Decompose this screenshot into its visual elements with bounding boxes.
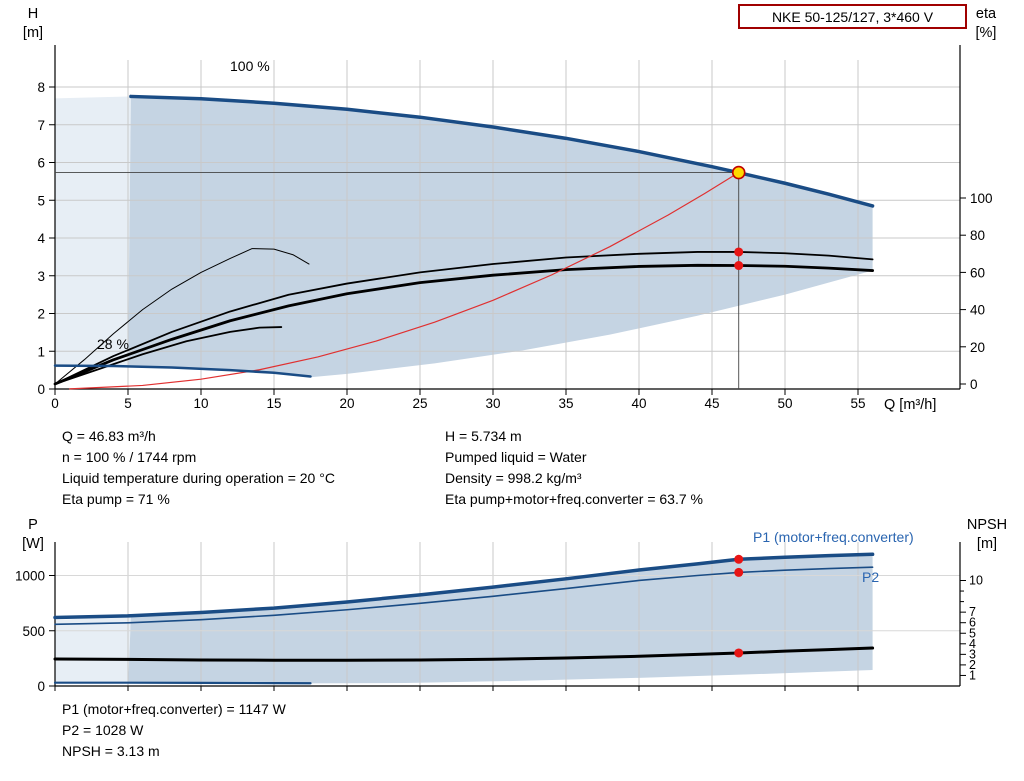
- liquid-temperature-value: Liquid temperature during operation = 20…: [62, 470, 335, 486]
- p-axis-name: P: [28, 517, 38, 533]
- p1-curve-label: P1 (motor+freq.converter): [753, 529, 914, 545]
- svg-text:10: 10: [193, 396, 208, 411]
- svg-text:30: 30: [485, 396, 500, 411]
- eta-pump-value: Eta pump = 71 %: [62, 491, 170, 507]
- h-axis-unit: [m]: [22, 25, 44, 41]
- p2-point[interactable]: [734, 567, 744, 577]
- svg-text:8: 8: [37, 80, 45, 95]
- operating-data-right: H = 5.734 m Pumped liquid = Water Densit…: [445, 426, 703, 510]
- svg-text:10: 10: [969, 574, 983, 588]
- eta-axis-label: eta [%]: [963, 5, 1009, 43]
- p-axis-label: P [W]: [15, 516, 51, 554]
- pump-model-title: NKE 50-125/127, 3*460 V: [738, 4, 967, 29]
- p2-value: P2 = 1028 W: [62, 722, 144, 738]
- speed-28-label: 28 %: [97, 336, 129, 352]
- svg-text:2: 2: [969, 658, 976, 672]
- svg-text:5: 5: [124, 396, 132, 411]
- svg-text:50: 50: [777, 396, 792, 411]
- svg-text:55: 55: [850, 396, 865, 411]
- head-value: H = 5.734 m: [445, 428, 522, 444]
- svg-text:0: 0: [970, 377, 978, 392]
- svg-text:3: 3: [969, 647, 976, 661]
- svg-text:20: 20: [339, 396, 354, 411]
- svg-text:0: 0: [37, 679, 45, 694]
- eta-axis-name: eta: [975, 6, 997, 22]
- npsh-value: NPSH = 3.13 m: [62, 743, 160, 759]
- svg-text:5: 5: [37, 193, 45, 208]
- svg-text:500: 500: [22, 624, 45, 639]
- svg-text:40: 40: [970, 303, 985, 318]
- operating-data-left: Q = 46.83 m³/h n = 100 % / 1744 rpm Liqu…: [62, 426, 335, 510]
- svg-text:4: 4: [37, 231, 45, 246]
- p-axis-unit: [W]: [22, 536, 44, 552]
- svg-text:0: 0: [51, 396, 59, 411]
- svg-text:7: 7: [969, 605, 976, 619]
- svg-text:1: 1: [37, 344, 45, 359]
- svg-text:15: 15: [266, 396, 281, 411]
- p2-curve-label: P2: [862, 569, 880, 585]
- svg-text:0: 0: [37, 382, 45, 397]
- svg-text:20: 20: [970, 340, 985, 355]
- svg-text:2: 2: [37, 307, 45, 322]
- svg-text:60: 60: [970, 265, 985, 280]
- svg-text:4: 4: [969, 637, 976, 651]
- svg-text:40: 40: [631, 396, 646, 411]
- eta-total-point[interactable]: [734, 261, 744, 271]
- power-npsh-data: P1 (motor+freq.converter) = 1147 W P2 = …: [62, 699, 286, 762]
- svg-text:7: 7: [37, 118, 45, 133]
- eta-total-value: Eta pump+motor+freq.converter = 63.7 %: [445, 491, 703, 507]
- eta-pump-point[interactable]: [734, 247, 744, 257]
- eta-axis-unit: [%]: [975, 25, 997, 41]
- npsh-point[interactable]: [734, 648, 744, 658]
- flow-value: Q = 46.83 m³/h: [62, 428, 156, 444]
- svg-text:45: 45: [704, 396, 719, 411]
- npsh-axis-label: NPSH [m]: [955, 516, 1019, 554]
- speed-value: n = 100 % / 1744 rpm: [62, 449, 197, 465]
- duty-point-marker[interactable]: [731, 165, 746, 180]
- pumped-liquid-value: Pumped liquid = Water: [445, 449, 587, 465]
- svg-text:25: 25: [412, 396, 427, 411]
- svg-text:35: 35: [558, 396, 573, 411]
- svg-text:1000: 1000: [15, 569, 45, 584]
- svg-text:6: 6: [37, 156, 45, 171]
- svg-text:80: 80: [970, 228, 985, 243]
- p1-value: P1 (motor+freq.converter) = 1147 W: [62, 701, 286, 717]
- svg-text:5: 5: [969, 626, 976, 640]
- svg-text:6: 6: [969, 616, 976, 630]
- p1-point[interactable]: [734, 554, 744, 564]
- npsh-axis-name: NPSH: [966, 517, 1008, 533]
- density-value: Density = 998.2 kg/m³: [445, 470, 582, 486]
- h-axis-label: H [m]: [15, 5, 51, 43]
- svg-text:100: 100: [970, 191, 993, 206]
- q-axis-label: Q [m³/h]: [884, 397, 937, 413]
- svg-text:1: 1: [969, 668, 976, 682]
- npsh-axis-unit: [m]: [976, 536, 998, 552]
- speed-100-label: 100 %: [230, 58, 270, 74]
- h-axis-name: H: [27, 6, 39, 22]
- svg-text:3: 3: [37, 269, 45, 284]
